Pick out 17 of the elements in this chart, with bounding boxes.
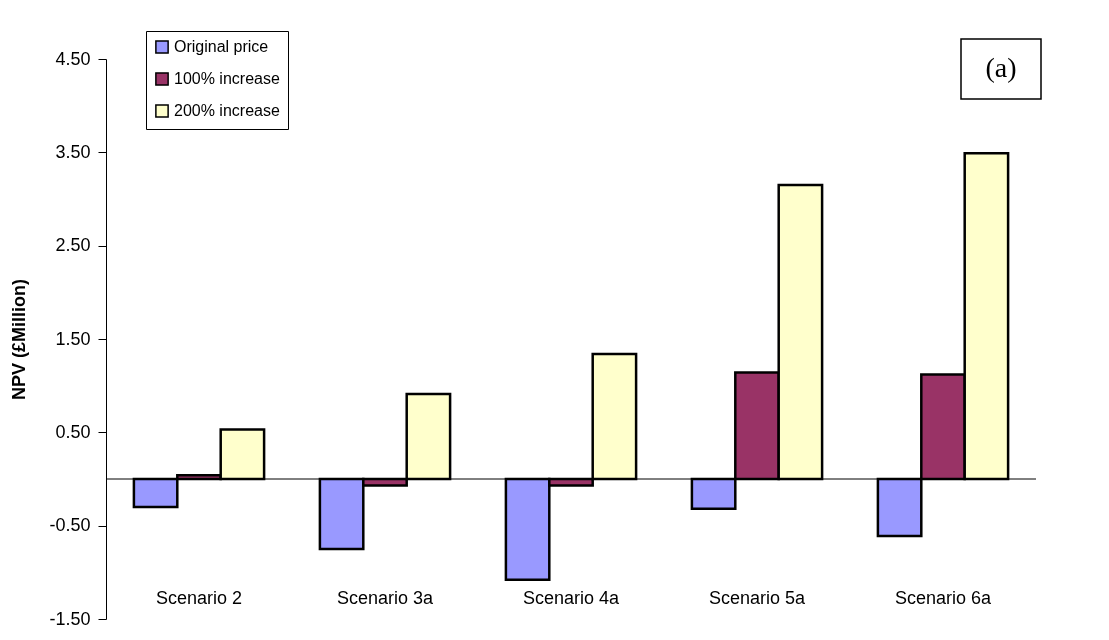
y-tick-label: -1.50 — [49, 608, 91, 629]
x-tick-label: Scenario 2 — [155, 587, 243, 608]
x-tick-label: Scenario 3a — [336, 587, 435, 608]
legend-label: 100% increase — [174, 70, 280, 87]
x-tick-label: Scenario 5a — [708, 587, 807, 608]
y-tick-label: 4.50 — [55, 48, 91, 69]
x-tick-label: Scenario 4a — [522, 587, 621, 608]
y-tick-label: 1.50 — [55, 328, 91, 349]
legend-label: Original price — [174, 38, 269, 55]
y-tick-label: 0.50 — [55, 421, 91, 442]
x-tick-label: Scenario 6a — [894, 587, 993, 608]
y-tick-label: 3.50 — [55, 141, 91, 162]
y-tick-label: 2.50 — [55, 235, 91, 256]
legend-label: 200% increase — [174, 102, 280, 119]
y-axis-title: NPV (£Million) — [9, 279, 30, 400]
annotation: (a) — [985, 52, 1017, 83]
y-tick-label: -0.50 — [49, 515, 91, 536]
